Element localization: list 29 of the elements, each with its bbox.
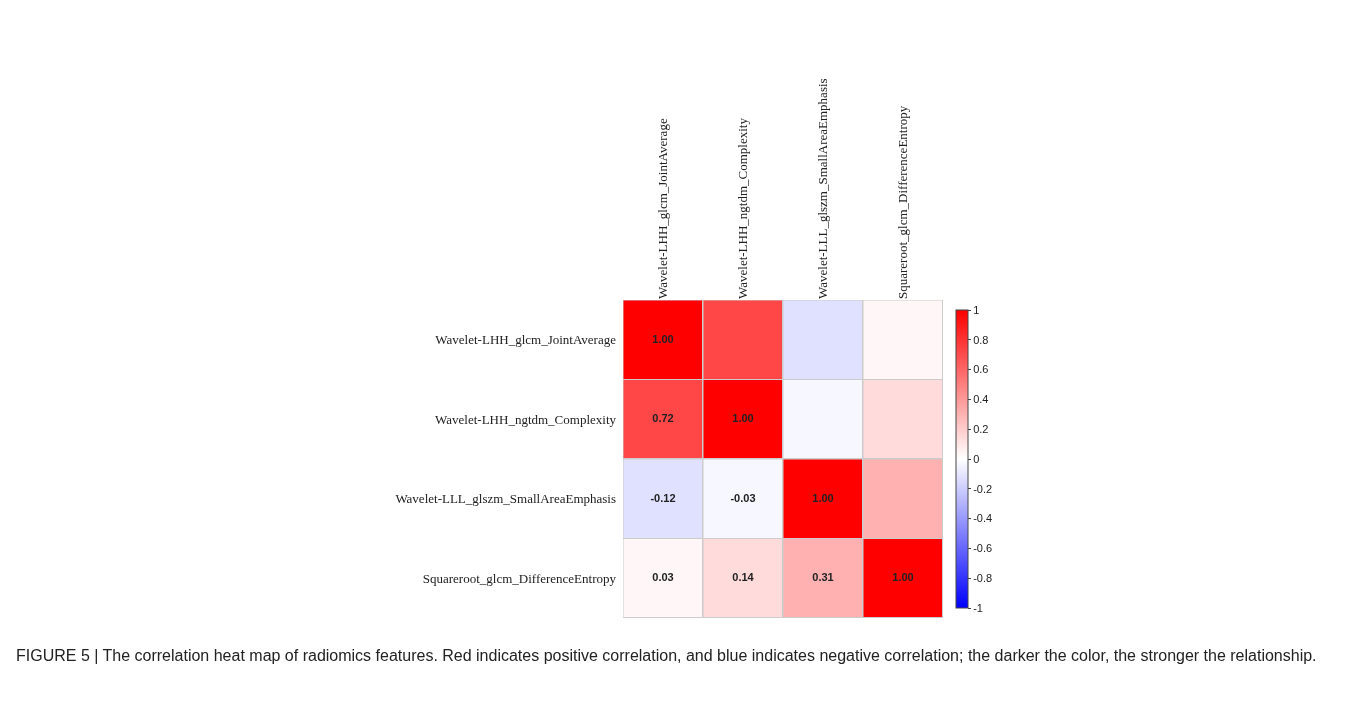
data-label: -0.03 bbox=[730, 491, 756, 504]
color-bar-label: 0.8 bbox=[973, 333, 989, 346]
caption: FIGURE 5 | The correlation heat map of radiomics features. Red indicates positive correlation, and blue indicates negative correlation; the darker the color, the stronger the relationship. bbox=[16, 646, 1318, 666]
y-tick-label: Wavelet-LLL_glszm_SmallAreaEmphasis bbox=[395, 491, 616, 507]
data-label: 1.00 bbox=[812, 491, 834, 504]
color-bar-label: -1 bbox=[973, 601, 983, 614]
color-bar-label: -0.6 bbox=[973, 542, 993, 555]
data-label: 0.03 bbox=[652, 571, 674, 583]
data-label: 0.72 bbox=[652, 412, 674, 424]
data-label: 1.00 bbox=[892, 571, 914, 583]
x-tick-label: Wavelet-LHH_ngtdm_Complexity bbox=[735, 117, 751, 299]
y-tick-label: Wavelet-LHH_glcm_JointAverage bbox=[435, 332, 617, 348]
x-tick-label: Wavelet-LLL_glszm_SmallAreaEmphasis bbox=[815, 78, 831, 299]
color-bar-label: -0.2 bbox=[973, 482, 993, 495]
data-label: 0.31 bbox=[812, 571, 834, 583]
color-bar-label: 0.2 bbox=[973, 423, 989, 436]
data-label: -0.12 bbox=[650, 491, 676, 504]
color-bar-label: -0.8 bbox=[973, 572, 993, 585]
data-label: 0.14 bbox=[732, 571, 755, 583]
data-label: 1.00 bbox=[652, 332, 674, 345]
color-bar-label: -0.4 bbox=[973, 512, 993, 525]
y-tick-label: Squareroot_glcm_DifferenceEntropy bbox=[422, 570, 617, 586]
y-tick-label: Wavelet-LHH_ngtdm_Complexity bbox=[435, 411, 617, 427]
color-bar-label: 0.4 bbox=[973, 393, 989, 406]
color-bar-label: 0.6 bbox=[973, 363, 989, 376]
data-label: 1.00 bbox=[732, 412, 754, 424]
x-tick-label: Squareroot_glcm_DifferenceEntropy bbox=[895, 105, 911, 299]
color-bar-label: 1 bbox=[973, 303, 980, 316]
color-bar-label: 0 bbox=[973, 452, 980, 465]
